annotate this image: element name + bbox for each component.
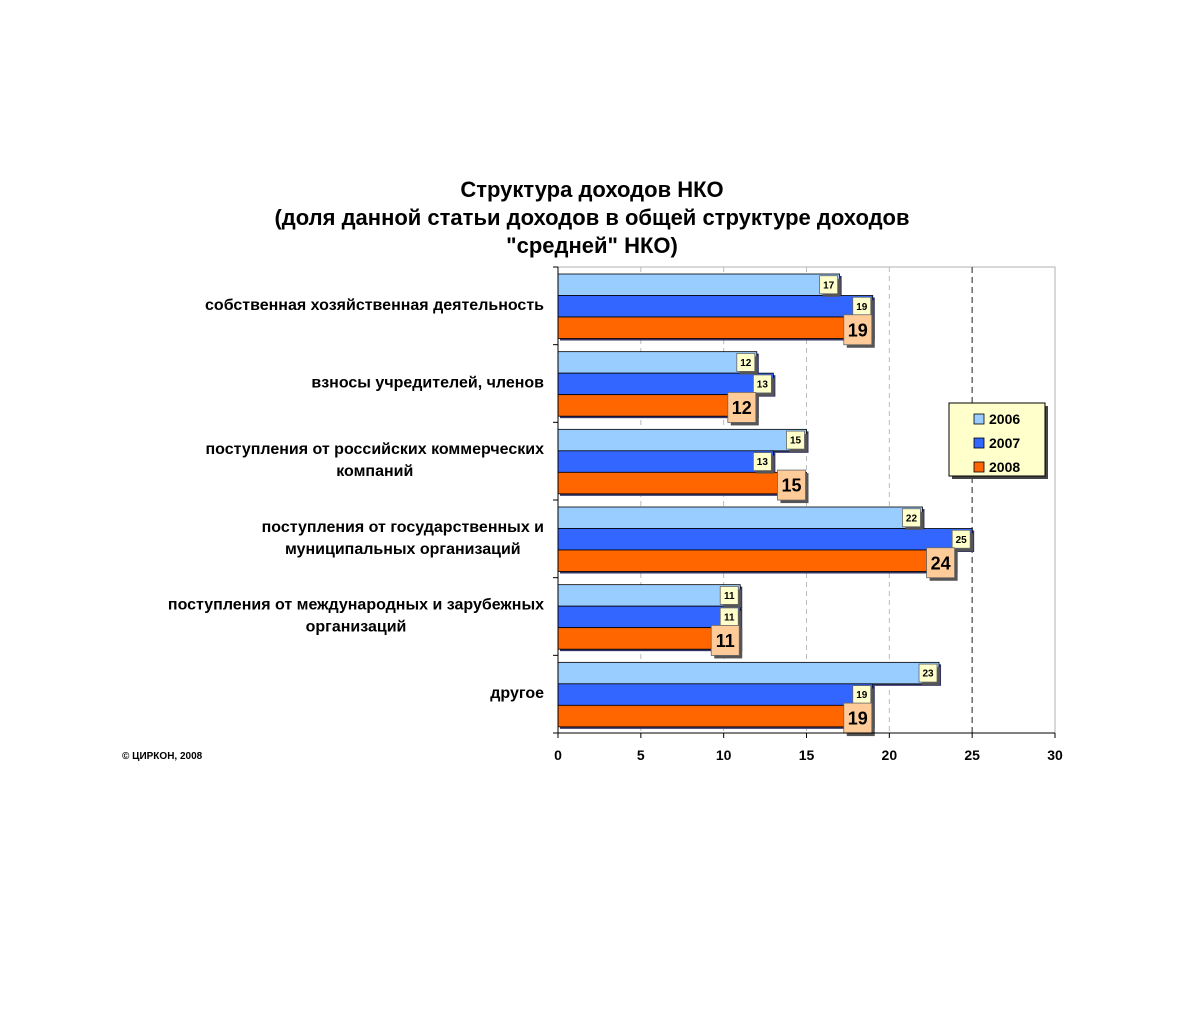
data-label: 12 (740, 358, 752, 369)
legend-swatch (973, 413, 985, 425)
copyright-text: © ЦИРКОН, 2008 (122, 751, 203, 762)
bar-2006 (557, 428, 807, 452)
data-label: 19 (848, 709, 868, 729)
category-label: другое (490, 685, 544, 702)
data-label: 15 (790, 436, 802, 447)
data-label: 13 (757, 457, 769, 468)
legend-box (948, 402, 1046, 477)
legend-label: 2008 (989, 459, 1020, 475)
data-label-box (819, 275, 839, 295)
data-label-box (752, 452, 772, 471)
data-label: 11 (724, 612, 735, 623)
bar-2006 (557, 351, 758, 374)
title-line: "средней" НКО) (506, 233, 678, 258)
bars (557, 273, 975, 729)
chart-title: Структура доходов НКО (доля данной статьи… (274, 177, 909, 258)
data-label: 25 (956, 535, 968, 546)
x-tick-label: 25 (964, 747, 980, 763)
bar-2007 (557, 295, 874, 318)
category-label: муниципальных организаций (285, 541, 521, 558)
data-label-box (786, 430, 805, 450)
data-label-box (843, 702, 873, 734)
title-line: Структура доходов НКО (460, 177, 723, 202)
data-label-box (951, 529, 971, 549)
data-label-box (710, 625, 740, 656)
data-label: 15 (781, 476, 801, 496)
data-label-box (843, 314, 873, 346)
y-axis: собственная хозяйственная деятельность вз… (168, 266, 559, 734)
legend-label: 2006 (989, 411, 1020, 427)
legend-swatch (973, 437, 985, 449)
data-label: 19 (848, 320, 868, 340)
bar-2007 (557, 372, 774, 396)
bar-2008 (557, 471, 807, 495)
category-label: поступления от международных и зарубежны… (168, 597, 544, 614)
category-label: компаний (336, 463, 413, 480)
bar-2007 (557, 605, 741, 629)
x-tick-label: 0 (554, 747, 562, 763)
bar-2008 (557, 549, 957, 572)
data-label: 11 (724, 591, 735, 602)
data-label-box (727, 392, 757, 423)
data-label-box (777, 469, 806, 501)
data-label-box (736, 353, 756, 372)
category-label: организаций (306, 619, 407, 636)
x-tick-label: 30 (1047, 747, 1063, 763)
bar-2006 (557, 506, 923, 529)
x-tick-label: 5 (637, 747, 645, 763)
bar-2008 (557, 704, 874, 728)
data-label-box (902, 508, 921, 528)
bar-2008 (557, 394, 758, 417)
category-label: поступления от государственных и (262, 519, 544, 536)
data-label: 23 (922, 669, 934, 680)
bar-2006 (557, 273, 841, 296)
data-label-box (926, 547, 955, 579)
data-label: 11 (716, 631, 735, 651)
bar-2007 (557, 450, 774, 473)
legend-swatch (973, 461, 985, 473)
data-label-box (918, 663, 938, 683)
bar-2007 (557, 683, 874, 706)
data-label: 19 (856, 690, 868, 701)
data-label: 24 (931, 553, 951, 573)
bar-2007 (557, 528, 973, 551)
data-label-box (752, 374, 772, 394)
bar-2006 (557, 584, 741, 607)
x-tick-label: 15 (799, 747, 815, 763)
legend: 2006 2007 2008 (948, 402, 1048, 479)
data-label: 12 (732, 398, 752, 418)
bar-2006 (557, 661, 940, 685)
x-axis: 0 5 10 15 20 25 30 (554, 732, 1063, 763)
data-label: 22 (906, 513, 918, 524)
category-label: собственная хозяйственная деятельность (205, 297, 544, 314)
data-label-box (719, 586, 739, 605)
category-label: взносы учредителей, членов (311, 375, 544, 392)
data-labels: 17 19 19 12 13 12 15 13 15 22 25 24 11 11 11 23 19 19 (710, 275, 974, 737)
data-label: 13 (757, 379, 769, 390)
bar-2008 (557, 316, 874, 339)
legend-label: 2007 (989, 435, 1020, 451)
title-line: (доля данной статьи доходов в общей стру… (274, 205, 909, 230)
data-label: 17 (823, 280, 835, 291)
x-tick-label: 20 (882, 747, 898, 763)
category-label: поступления от российских коммерческих (205, 441, 544, 458)
x-tick-label: 10 (716, 747, 732, 763)
data-label: 19 (856, 302, 868, 313)
